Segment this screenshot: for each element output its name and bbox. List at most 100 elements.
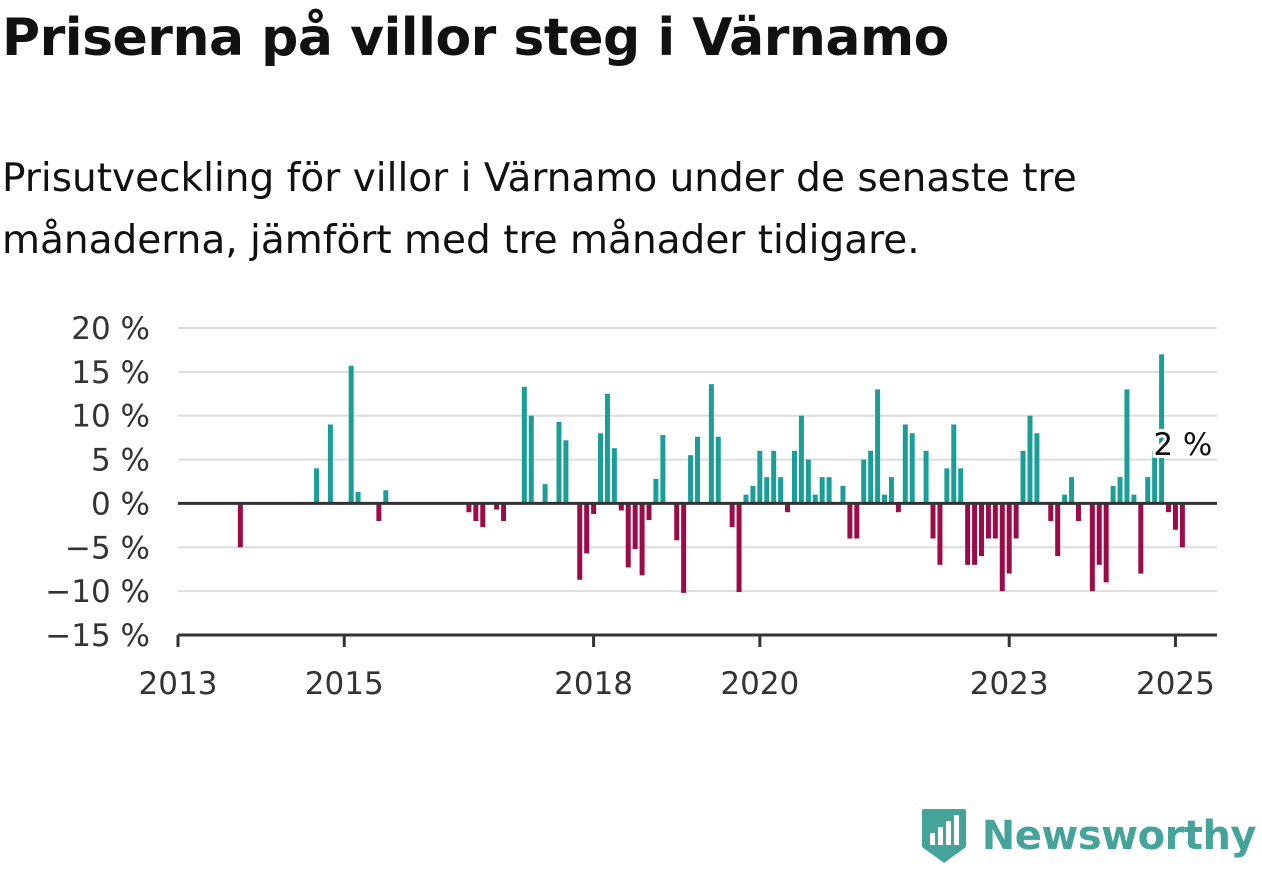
bar [785,503,791,513]
bar [376,503,382,521]
bar [1027,415,1033,504]
bar [1006,503,1012,574]
bar [611,448,617,504]
x-tick-label: 2025 [1136,666,1215,702]
bar [521,386,527,504]
bar [729,503,735,528]
bar [466,503,472,513]
bar [978,503,984,557]
bar [972,503,978,565]
bar [618,503,624,511]
bar [771,450,777,504]
bar [1069,477,1075,504]
bar [1110,485,1116,504]
bar [632,503,638,550]
y-tick-label: 5 % [91,443,150,479]
bar [1096,503,1102,565]
bar [625,503,631,568]
bar [854,503,860,539]
y-tick-label: −5 % [65,530,150,566]
page-title: Priserna på villor steg i Värnamo [2,8,949,68]
bar [805,459,811,504]
bar [473,503,479,521]
bar [875,389,881,504]
bar [327,424,333,504]
x-axis-ticks: 2013 2015 2018 2020 2023 2025 [139,635,1215,702]
bar [383,490,389,504]
bar [736,503,742,593]
bar [1166,503,1172,513]
bar [1034,433,1040,504]
y-axis-ticks: 20 % 15 % 10 % 5 % 0 % −5 % −10 % −15 % [45,311,150,654]
x-tick-label: 2013 [139,666,218,702]
bar [1103,503,1109,583]
bar [1124,389,1130,504]
bar [355,492,361,504]
bar [923,450,929,504]
bar [764,477,770,504]
bar [1048,503,1054,521]
y-tick-label: 0 % [91,486,150,522]
bar [237,503,243,548]
bar [688,455,694,504]
bar [791,450,797,504]
bar [888,477,894,504]
bar [348,365,354,504]
bar-chart-badge-icon [921,809,966,863]
bar [1138,503,1144,574]
bar [819,477,825,504]
bar [930,503,936,539]
bar [798,415,804,504]
brand-name: Newsworthy [981,813,1257,859]
annotations: 2 % [1150,424,1215,466]
bar [902,424,908,504]
bar [1013,503,1019,539]
x-tick-label: 2015 [305,666,384,702]
bar [1131,494,1137,504]
x-tick-label: 2018 [554,666,633,702]
bar [660,435,666,504]
bar [868,450,874,504]
last-value-label: 2 % [1153,427,1212,463]
bar [1089,503,1095,592]
bar [591,503,597,514]
bar [812,494,818,504]
bar [743,494,749,504]
bar [556,421,562,504]
bar [1179,503,1185,548]
bar [1117,477,1123,504]
bar [563,440,569,504]
bar [985,503,991,539]
x-tick-label: 2020 [720,666,799,702]
bar [639,503,645,576]
bar [937,503,943,565]
y-tick-label: −15 % [45,618,150,654]
page-subtitle: Prisutveckling för villor i Värnamo unde… [2,156,1077,263]
bar [584,503,590,554]
bar [695,436,700,504]
bar [598,433,604,504]
bar [646,503,652,521]
bar [909,433,915,504]
price-change-bar-chart: 20 %15 %10 %5 %0 %−5 %−10 %−15 % 2013 201… [45,311,1217,702]
bar [992,503,998,539]
bar [1020,450,1026,504]
bar [708,384,714,504]
y-tick-label: 10 % [71,399,150,435]
bar [681,503,687,593]
bar [494,503,500,510]
y-tick-label: 20 % [71,311,150,347]
bar [501,503,507,521]
bar [577,503,583,580]
bar [1152,450,1158,504]
bar [480,503,486,528]
bar [778,477,784,504]
bar [944,468,950,504]
bar [999,503,1005,592]
bar [314,468,320,504]
bar [826,477,832,504]
bar [542,484,548,504]
bar [1062,494,1068,504]
bar [674,503,680,541]
bar [882,494,888,504]
